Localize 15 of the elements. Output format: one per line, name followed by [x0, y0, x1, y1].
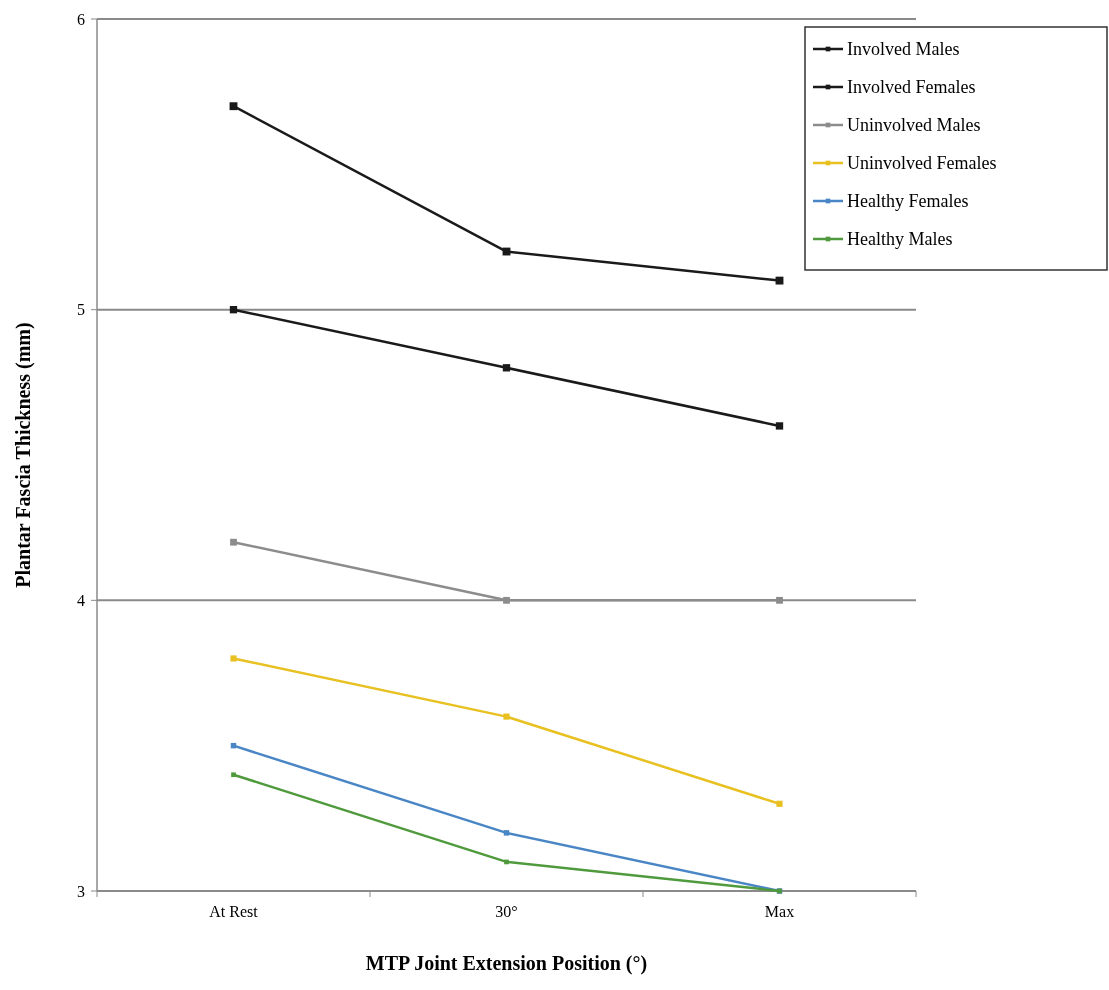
x-tick-label: Max: [764, 903, 795, 920]
legend-label: Healthy Males: [847, 229, 953, 250]
x-tick-label: 30°: [495, 903, 518, 920]
y-tick-label: 4: [77, 591, 85, 609]
legend-label: Uninvolved Females: [847, 153, 997, 174]
legend-label: Healthy Females: [847, 191, 969, 212]
legend-label: Uninvolved Males: [847, 115, 981, 136]
y-axis-title: Plantar Fascia Thickness (mm): [12, 322, 35, 588]
legend-label: Involved Males: [847, 39, 960, 60]
y-tick-label: 5: [77, 301, 85, 319]
y-tick-label: 6: [77, 10, 85, 28]
y-tick-label: 3: [77, 882, 85, 900]
legend-label: Involved Females: [847, 77, 976, 98]
x-tick-label: At Rest: [209, 903, 259, 920]
x-axis-title: MTP Joint Extension Position (°): [365, 952, 648, 975]
